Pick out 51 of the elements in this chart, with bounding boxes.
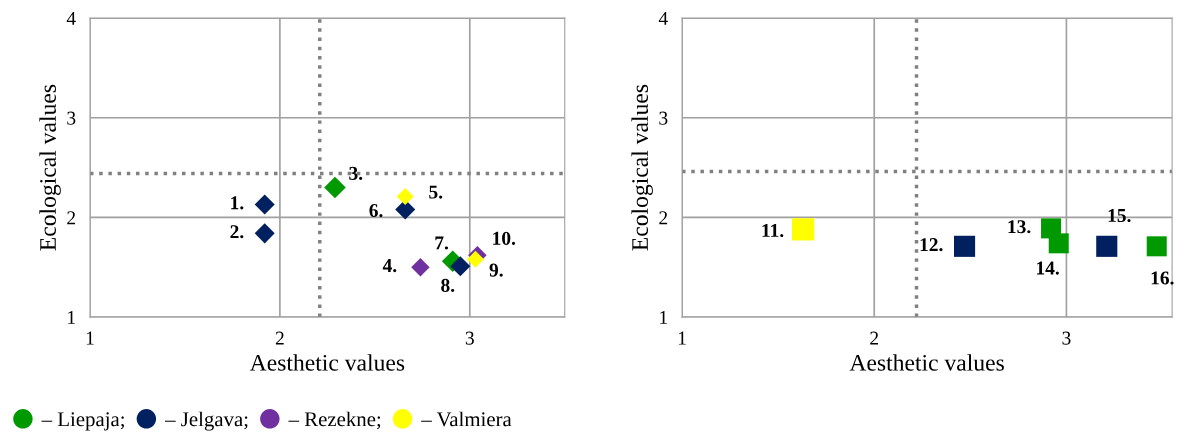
point <box>792 218 815 241</box>
legend-label: – Jelgava; <box>164 411 248 431</box>
y-tick-label: 4 <box>658 12 668 25</box>
point <box>395 199 416 220</box>
x-tick-label: 3 <box>1062 331 1071 345</box>
point <box>450 256 471 277</box>
point <box>254 223 275 244</box>
annotation: 13. <box>1008 220 1031 234</box>
annotation: 15. <box>1108 208 1131 223</box>
x-tick-label: 2 <box>870 331 879 345</box>
point <box>1146 236 1167 257</box>
annotation: 7. <box>435 236 449 250</box>
annotation: 12. <box>920 238 943 252</box>
legend-label: – Liepaja; <box>41 412 124 431</box>
annotation: 14. <box>1037 261 1059 275</box>
annotation: 1. <box>231 196 244 210</box>
annotation: 9. <box>489 263 503 277</box>
point <box>467 250 484 268</box>
annotation: 5. <box>429 185 443 199</box>
annotation: 3. <box>349 166 363 180</box>
annotation: 6. <box>369 204 383 218</box>
point <box>954 235 976 257</box>
y-tick-label: 2 <box>659 211 668 225</box>
point <box>254 194 275 215</box>
annotation: 2. <box>230 225 244 239</box>
point <box>411 258 430 277</box>
point <box>396 188 414 205</box>
legend-label: – Rezekne; <box>288 411 381 430</box>
x-axis-title: Aesthetic values <box>249 354 405 371</box>
legend-label: – Valmiera <box>421 411 512 427</box>
y-tick-label: 2 <box>67 211 76 225</box>
x-tick-label: 3 <box>465 331 474 345</box>
annotation: 16. <box>1151 271 1174 285</box>
x-tick-label: 1 <box>678 331 686 345</box>
point <box>1096 235 1118 257</box>
annotation: 11. <box>762 223 784 238</box>
x-tick-label: 1 <box>86 331 94 345</box>
point <box>324 176 346 199</box>
y-tick-label: 4 <box>66 12 76 25</box>
point <box>1048 233 1069 254</box>
y-tick-label: 1 <box>68 310 75 324</box>
y-axis-title: Ecological values <box>39 84 61 251</box>
annotation: 8. <box>441 278 455 293</box>
y-tick-label: 3 <box>67 111 76 125</box>
y-axis-title: Ecological values <box>631 84 653 251</box>
x-tick-label: 2 <box>275 331 284 345</box>
annotation: 10. <box>493 231 516 245</box>
annotation: 4. <box>382 259 397 273</box>
y-tick-label: 3 <box>659 111 668 125</box>
x-axis-title: Aesthetic values <box>849 354 1004 371</box>
y-tick-label: 1 <box>660 310 668 324</box>
